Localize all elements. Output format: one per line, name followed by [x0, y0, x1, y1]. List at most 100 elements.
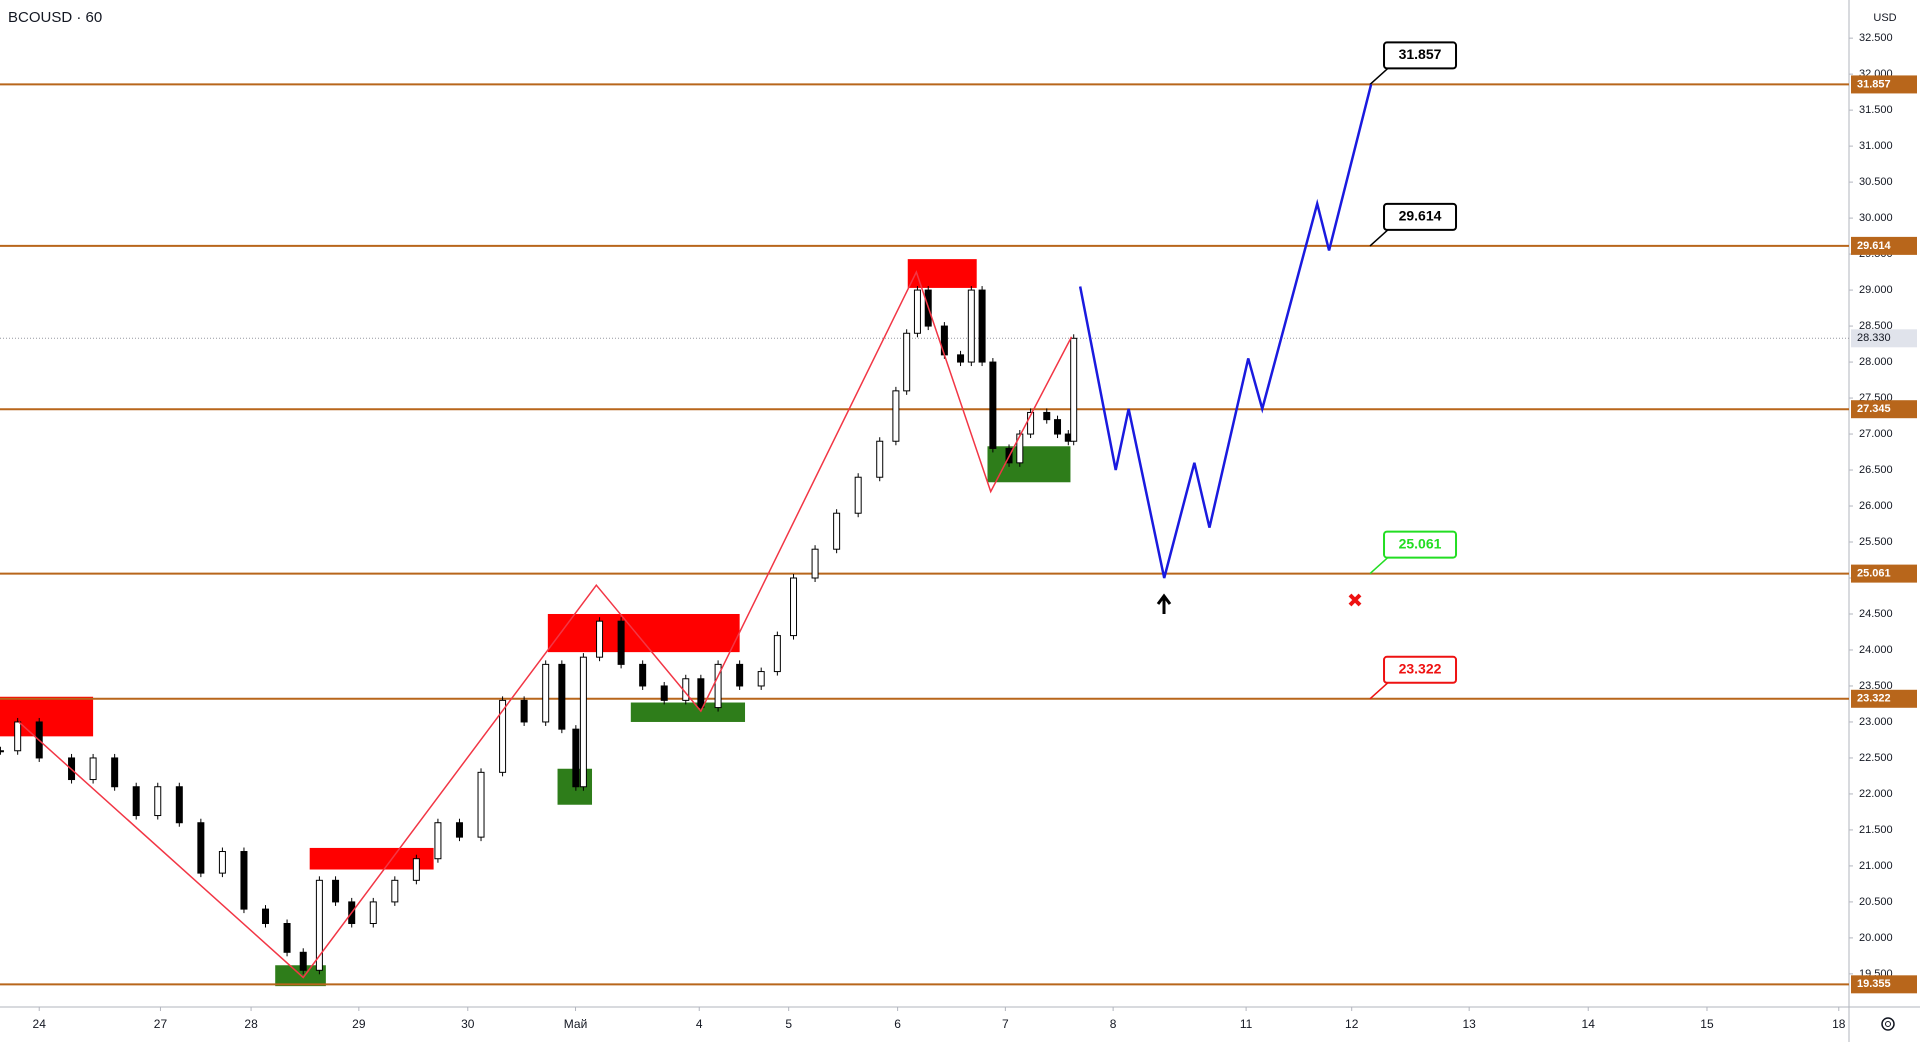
x-tick-label: 12 — [1345, 1017, 1359, 1031]
candle-body — [520, 699, 528, 723]
candle-body — [833, 512, 841, 550]
y-tick-label: 31.000 — [1859, 140, 1893, 152]
candle-body — [332, 879, 340, 903]
callout-label: 25.061 — [1399, 535, 1442, 551]
y-tick-label: 23.500 — [1859, 680, 1893, 692]
candle-body — [315, 879, 323, 971]
level-axis-label: 27.345 — [1857, 403, 1891, 415]
level-axis-label-bg — [1851, 564, 1917, 583]
callout-box — [1383, 530, 1458, 559]
series-line — [18, 270, 1073, 979]
candle-body — [412, 858, 420, 881]
x-tick-label: 30 — [461, 1017, 475, 1031]
y-tick-label: 22.500 — [1859, 752, 1893, 764]
candle-body — [283, 923, 291, 953]
y-tick-label: 23.000 — [1859, 716, 1893, 728]
zone — [630, 702, 746, 722]
x-tick-label: Май — [564, 1017, 588, 1031]
x-tick-label: 24 — [33, 1017, 47, 1031]
y-tick-label: 31.500 — [1859, 104, 1893, 116]
candle-body — [434, 822, 442, 860]
callout-box — [1383, 41, 1458, 70]
candle-body — [477, 771, 485, 838]
candle-body — [499, 699, 507, 773]
y-tick-label: 21.000 — [1859, 860, 1893, 872]
zone — [0, 696, 94, 737]
callout-box — [1383, 655, 1458, 684]
x-tick-label: 5 — [785, 1017, 792, 1031]
callout-label: 29.614 — [1399, 208, 1442, 224]
candle-body — [132, 786, 140, 817]
x-tick-label: 29 — [352, 1017, 366, 1031]
chart-title: BCOUSD · 60 — [8, 9, 102, 26]
callout-label: 23.322 — [1399, 660, 1442, 676]
candle-body — [542, 663, 550, 723]
candle-body — [978, 289, 986, 363]
x-tick-label: 27 — [154, 1017, 168, 1031]
callout-pointer — [1369, 555, 1391, 575]
candle-body — [660, 685, 668, 701]
x-tick-label: 6 — [894, 1017, 901, 1031]
candle-body — [0, 750, 4, 753]
candle-body — [596, 620, 604, 658]
callout-label: 31.857 — [1399, 46, 1442, 62]
candle-body — [790, 577, 798, 637]
level-axis-label: 31.857 — [1857, 78, 1891, 90]
settings-icon[interactable] — [1881, 1017, 1895, 1031]
candle-body — [572, 728, 580, 788]
candle-body — [240, 851, 248, 910]
last-price-label: 28.330 — [1857, 332, 1891, 344]
level-axis-label-bg — [1851, 689, 1917, 708]
x-tick-label: 13 — [1462, 1017, 1476, 1031]
callout-pointer — [1369, 227, 1391, 247]
candle-body — [1070, 337, 1078, 442]
y-tick-label: 29.000 — [1859, 284, 1893, 296]
zone — [987, 446, 1071, 483]
candle-body — [14, 721, 22, 752]
candle-body — [89, 757, 97, 781]
level-axis-label: 25.061 — [1857, 568, 1891, 580]
callout-box — [1383, 202, 1458, 231]
zone — [547, 613, 740, 653]
level-axis-label: 29.614 — [1857, 240, 1892, 252]
up-arrow — [1156, 593, 1172, 614]
candle-body — [736, 663, 744, 687]
y-tick-label: 27.000 — [1859, 428, 1893, 440]
level-axis-label-bg — [1851, 400, 1917, 419]
y-tick-label: 21.500 — [1859, 824, 1893, 836]
candle-body — [811, 548, 819, 579]
callout-pointer — [1369, 65, 1391, 85]
y-tick-label: 26.000 — [1859, 500, 1893, 512]
level-axis-label-bg — [1851, 236, 1917, 255]
y-tick-label: 20.500 — [1859, 896, 1893, 908]
candle-body — [892, 390, 900, 442]
x-tick-label: 11 — [1240, 1017, 1253, 1031]
y-tick-label: 25.500 — [1859, 536, 1893, 548]
candle-body — [111, 757, 119, 788]
y-tick-label: 24.500 — [1859, 608, 1893, 620]
level-axis-label: 23.322 — [1857, 693, 1891, 705]
candle-body — [175, 786, 183, 824]
candle-body — [617, 620, 625, 665]
y-tick-label: 30.000 — [1859, 212, 1893, 224]
candle-body — [757, 671, 765, 687]
zone — [309, 847, 434, 870]
callout-pointer — [1369, 680, 1391, 700]
y-tick-label: 28.000 — [1859, 356, 1893, 368]
candle-body — [197, 822, 205, 874]
candle-body — [903, 332, 911, 392]
x-tick-label: 8 — [1110, 1017, 1117, 1031]
x-tick-label: 7 — [1002, 1017, 1009, 1031]
last-price-bg — [1851, 329, 1917, 348]
candle-body — [1016, 433, 1024, 464]
candle-body — [957, 354, 965, 363]
candle-body — [697, 678, 705, 709]
candle-body — [854, 476, 862, 514]
candle-body — [218, 851, 226, 874]
candle-body — [369, 901, 377, 925]
candle-body — [967, 289, 975, 363]
level-axis-label-bg — [1851, 75, 1917, 94]
candle-body — [1043, 411, 1051, 421]
